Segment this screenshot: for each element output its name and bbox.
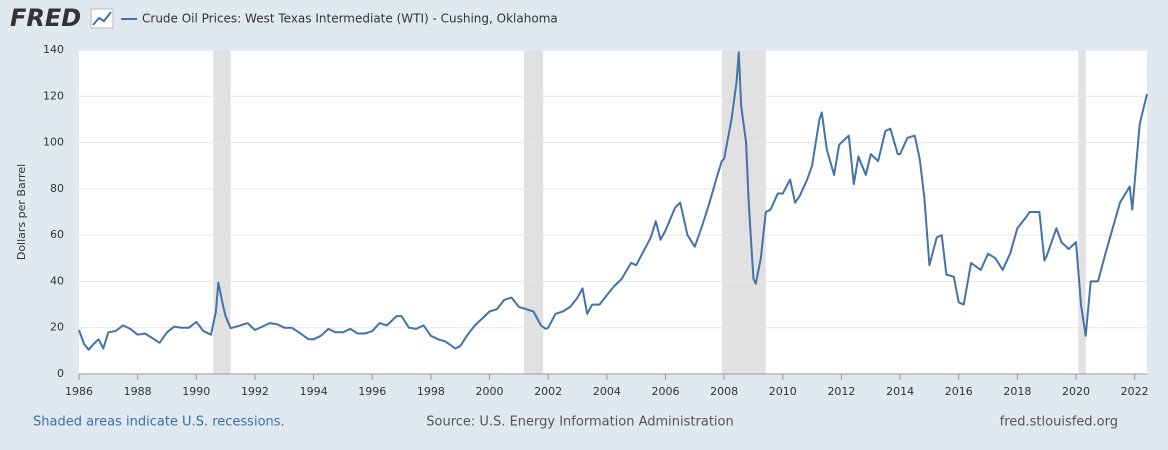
y-tick-label: 60 bbox=[50, 228, 64, 241]
recession-band bbox=[721, 50, 766, 374]
x-tick-label: 2010 bbox=[769, 385, 797, 398]
x-tick-label: 2002 bbox=[534, 385, 562, 398]
series-line bbox=[78, 51, 1148, 351]
x-tick-label: 2014 bbox=[886, 385, 914, 398]
y-tick-label: 100 bbox=[43, 136, 64, 149]
y-axis-label: Dollars per Barrel bbox=[15, 164, 28, 260]
x-tick-label: 2020 bbox=[1062, 385, 1090, 398]
source: Source: U.S. Energy Information Administ… bbox=[426, 415, 733, 430]
x-tick-label: 2004 bbox=[593, 385, 621, 398]
recession-band bbox=[213, 50, 231, 374]
x-tick-label: 1990 bbox=[182, 385, 210, 398]
x-tick-label: 2012 bbox=[827, 385, 855, 398]
logo-icon bbox=[90, 8, 114, 29]
x-tick-label: 1988 bbox=[124, 385, 152, 398]
recession-band bbox=[523, 50, 544, 374]
y-tick-label: 80 bbox=[50, 182, 64, 195]
site[interactable]: fred.stlouisfed.org bbox=[1000, 415, 1118, 430]
x-tick-label: 1996 bbox=[358, 385, 386, 398]
x-tick-label: 2016 bbox=[945, 385, 973, 398]
y-tick-label: 20 bbox=[50, 321, 64, 334]
y-tick-label: 40 bbox=[50, 274, 64, 287]
recession-note[interactable]: Shaded areas indicate U.S. recessions. bbox=[33, 415, 285, 430]
y-tick-label: 0 bbox=[57, 367, 64, 380]
x-tick-label: 2000 bbox=[476, 385, 504, 398]
y-tick-label: 120 bbox=[43, 89, 64, 102]
logo: FRED bbox=[10, 4, 81, 32]
x-tick-label: 2022 bbox=[1121, 385, 1149, 398]
x-tick-label: 2006 bbox=[651, 385, 679, 398]
x-tick-label: 1986 bbox=[65, 385, 93, 398]
legend-label: Crude Oil Prices: West Texas Intermediat… bbox=[142, 12, 558, 26]
x-tick-label: 2008 bbox=[710, 385, 738, 398]
x-tick-label: 1994 bbox=[300, 385, 328, 398]
y-tick-label: 140 bbox=[43, 43, 64, 56]
x-tick-label: 2018 bbox=[1003, 385, 1031, 398]
x-tick-label: 1992 bbox=[241, 385, 269, 398]
x-tick-label: 1998 bbox=[417, 385, 445, 398]
recession-band bbox=[1078, 50, 1086, 374]
plot-area bbox=[79, 50, 1147, 374]
